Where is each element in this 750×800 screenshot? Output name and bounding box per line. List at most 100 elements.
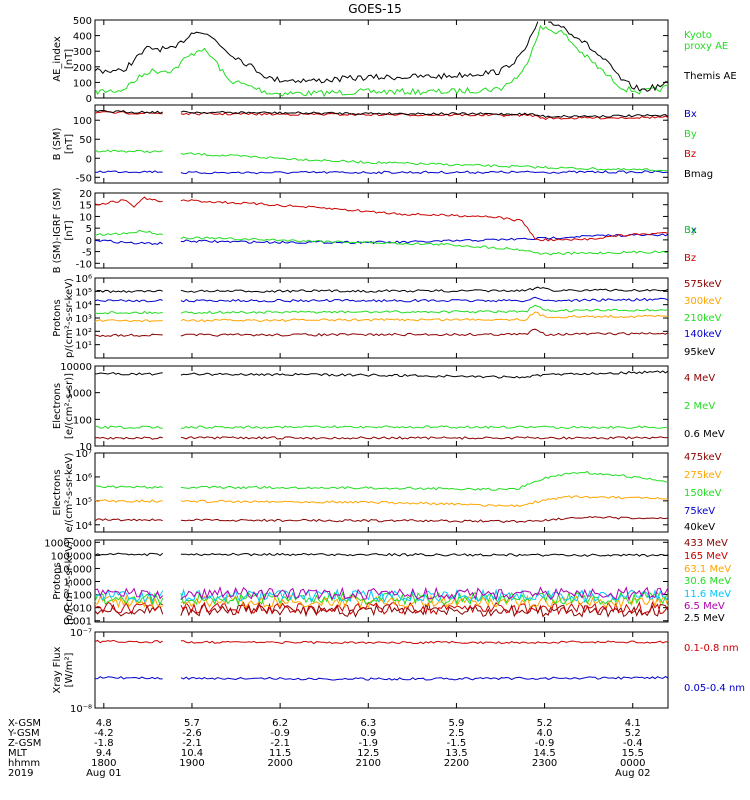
legend-label: 6.5 MeV [684, 601, 725, 612]
year-label: 2019 [8, 768, 33, 779]
axis-row-value: 5.2 [625, 728, 641, 739]
y-tick-label: 10⁵ [75, 497, 92, 508]
axis-row-value: 2300 [532, 758, 557, 769]
axis-row-value: 5.9 [448, 718, 464, 729]
legend-label: By [684, 225, 697, 236]
y-tick-label: 400 [73, 32, 92, 43]
axis-row-value: -1.8 [94, 738, 114, 749]
panel-protons_low: 10¹ 10² 10³ 10⁴ 10⁵ 10⁶ Protons p/(cm²-s-sr-keV… [52, 274, 722, 359]
legend-label: 0.05-0.4 nm [684, 683, 745, 694]
series-line-protons_low-1 [94, 311, 669, 323]
series-line-electrons_low-0 [94, 516, 669, 523]
series-line-electrons_low-2 [94, 470, 669, 491]
y-tick-label: 10⁶ [75, 473, 92, 484]
axis-row-value: -1.5 [447, 738, 467, 749]
axis-row-value: -1.9 [359, 738, 379, 749]
legend-label: proxy AE [684, 41, 728, 52]
legend-label: 2 MeV [684, 401, 715, 412]
y-tick-label: 10 [79, 212, 92, 223]
y-tick-label: 10² [75, 327, 92, 338]
y-tick-label: 1000 [67, 389, 92, 400]
y-axis-label: [e/(cm²-s-sr)] [64, 373, 75, 439]
legend-label: 275keV [684, 470, 722, 481]
y-tick-label: 300 [73, 47, 92, 58]
axis-row-value: 6.2 [272, 718, 288, 729]
y-tick-label: 20 [79, 189, 92, 200]
axis-row-value: 0000 [620, 758, 645, 769]
series-line-ae-1 [94, 21, 669, 92]
legend-label: 433 MeV [684, 538, 728, 549]
y-axis-label: [nT] [64, 134, 75, 154]
y-tick-label: 200 [73, 63, 92, 74]
axis-row-value: 2100 [356, 758, 381, 769]
series-line-electrons_high-1 [94, 425, 668, 430]
y-tick-label: 100 [73, 78, 92, 89]
panel-bsm: -50 0 50 100 B (SM) [nT] Bx By Bz Bmag [52, 104, 713, 184]
y-tick-label: -5 [82, 248, 92, 259]
y-axis-label: B (SM)-IGRF (SM) [52, 188, 63, 274]
y-tick-label: 15 [79, 201, 92, 212]
y-tick-label: 10⁴ [75, 521, 92, 532]
axis-row-value: 10.4 [181, 748, 203, 759]
legend-label: 11.6 MeV [684, 589, 731, 600]
series-line-bigrf-0 [95, 233, 669, 245]
legend-label: 4 MeV [684, 373, 715, 384]
series-line-bsm-2 [94, 111, 669, 121]
axis-row-value: -4.2 [94, 728, 114, 739]
y-tick-label: 0.010 [63, 604, 92, 615]
axis-row-value: 14.5 [533, 748, 555, 759]
axis-row-value: 4.1 [625, 718, 641, 729]
panel-frame [94, 19, 669, 99]
axis-row-value: 4.0 [537, 728, 553, 739]
series-line-bsm-1 [94, 149, 669, 172]
legend-label: 0.6 MeV [684, 429, 725, 440]
axis-row-value: -2.1 [182, 738, 202, 749]
series-line-xray-0 [94, 639, 669, 645]
axis-row-value: 15.5 [622, 748, 644, 759]
y-tick-label: -10 [76, 259, 92, 270]
series-line-electrons_high-0 [94, 436, 669, 440]
plot-title: GOES-15 [348, 2, 402, 16]
axis-row-value: 4.8 [96, 718, 112, 729]
y-axis-label: [nT] [64, 49, 75, 69]
y-tick-label: -50 [76, 173, 92, 184]
axis-row-value: -2.6 [182, 728, 202, 739]
y-tick-label: 100.000 [51, 551, 92, 562]
legend-label: 165 MeV [684, 551, 728, 562]
panel-frame [94, 631, 669, 709]
axis-row-name: hhmm [8, 758, 40, 769]
axis-row-value: 0.9 [360, 728, 376, 739]
axis-row-value: -0.4 [623, 738, 643, 749]
y-axis-label: Xray Flux [52, 646, 63, 693]
y-axis-label: B (SM) [52, 127, 63, 160]
y-axis-label: [W/m²] [64, 652, 75, 687]
axis-row-value: 2000 [267, 758, 292, 769]
legend-label: Kyoto [684, 30, 712, 41]
legend-label: 40keV [684, 522, 715, 533]
y-tick-label: 1.000 [63, 578, 92, 589]
panel-protons_high: 0.001 0.010 0.100 1.000 10.000 100.000 1000.00… [44, 537, 731, 628]
y-tick-label: 10000 [60, 362, 92, 373]
y-tick-label: 5 [86, 224, 92, 235]
axis-row-name: X-GSM [8, 718, 41, 729]
y-tick-label: 0 [86, 94, 92, 105]
axis-row-value: 2200 [444, 758, 469, 769]
axis-row-value: 12.5 [357, 748, 379, 759]
y-tick-label: 10⁷ [75, 449, 92, 460]
panel-frame [94, 539, 669, 623]
axis-row-name: MLT [8, 748, 28, 759]
y-tick-label: 0 [86, 236, 92, 247]
legend-label: 30.6 MeV [684, 576, 731, 587]
legend-label: 150keV [684, 488, 722, 499]
y-tick-label: 10⁻⁷ [70, 628, 92, 639]
legend-label: 575keV [684, 279, 722, 290]
legend-label: Bx [684, 109, 697, 120]
y-tick-label: 100 [73, 415, 92, 426]
y-axis-label: Protons [52, 562, 63, 599]
series-line-protons_high-6 [94, 552, 669, 557]
series-line-bsm-3 [94, 109, 669, 118]
axis-row-value: 11.5 [269, 748, 291, 759]
axis-row-value: 1800 [91, 758, 116, 769]
